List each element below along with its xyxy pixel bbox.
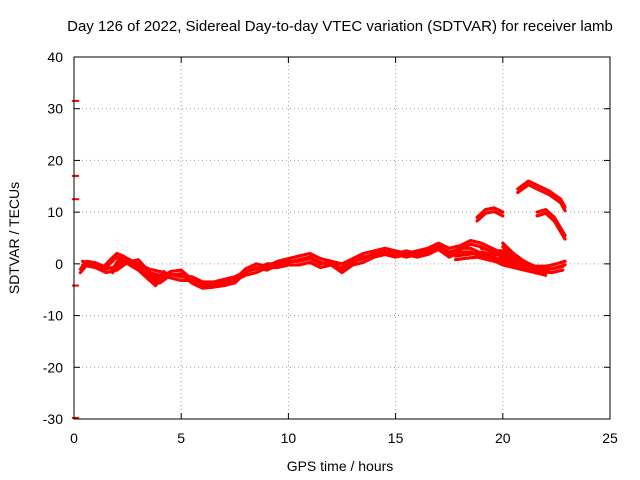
y-tick-label: -20 (43, 359, 63, 375)
x-tick-label: 5 (177, 430, 185, 446)
grid (74, 57, 610, 419)
y-tick-label: -10 (43, 308, 63, 324)
x-tick-label: 0 (70, 430, 78, 446)
chart-title: Day 126 of 2022, Sidereal Day-to-day VTE… (67, 18, 613, 35)
x-tick-label: 20 (495, 430, 511, 446)
y-tick-label: 10 (47, 204, 63, 220)
y-tick-label: 40 (47, 49, 63, 65)
plot-frame (73, 56, 611, 420)
series-track-1 (78, 239, 567, 287)
x-axis-label: GPS time / hours (287, 458, 394, 474)
series-track-8 (535, 208, 567, 237)
series-track-8-band (535, 211, 567, 241)
series-track-5 (475, 206, 505, 219)
y-tick-label: 30 (47, 101, 63, 117)
series-track-9-band (479, 250, 548, 272)
series-track-7 (516, 179, 567, 209)
y-tick-label: -30 (43, 411, 63, 427)
x-tick-label: 25 (602, 430, 618, 446)
y-axis-label: SDTVAR / TECUs (6, 182, 22, 294)
series-track-3-band (110, 258, 166, 288)
series-track-7-band (516, 183, 567, 213)
series-track-3 (110, 254, 166, 284)
axis-ticks: 0 5 10 15 20 25 -30 -20 -10 0 10 20 30 40 (43, 49, 618, 446)
y-tick-label: 0 (55, 256, 63, 272)
data-series (72, 99, 567, 419)
x-tick-label: 10 (281, 430, 297, 446)
series-track-9 (479, 246, 548, 268)
series-track-4-band (454, 255, 565, 275)
y-tick-label: 20 (47, 152, 63, 168)
series-track-5-band (475, 210, 505, 223)
x-tick-label: 15 (388, 430, 404, 446)
series-track-4 (454, 251, 565, 271)
